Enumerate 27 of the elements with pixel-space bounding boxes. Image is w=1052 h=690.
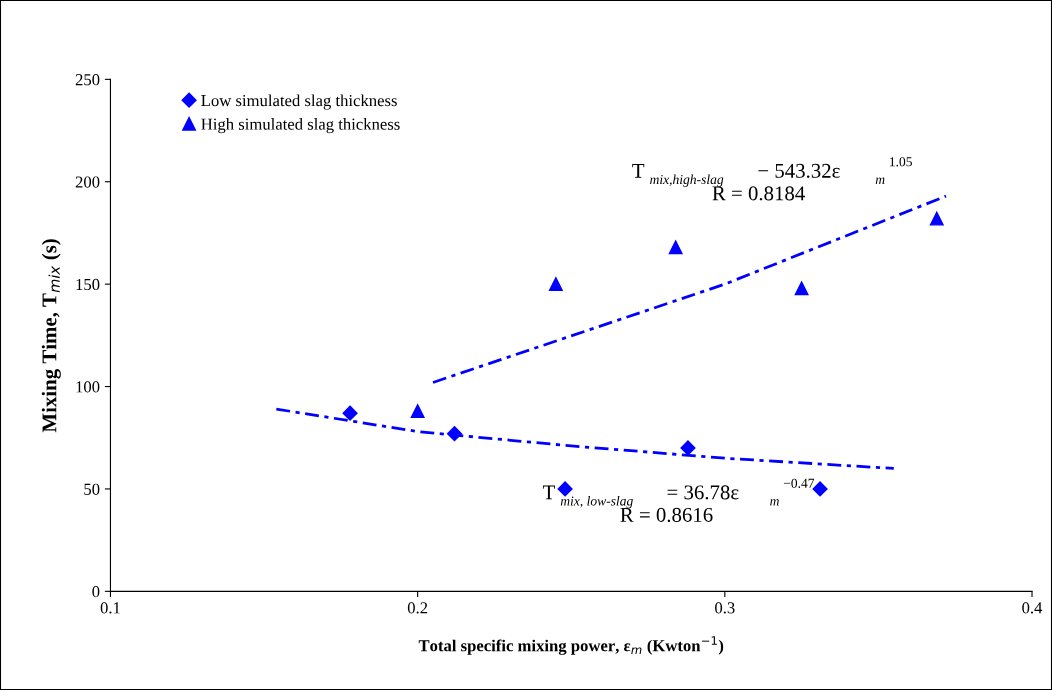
- point: [929, 211, 944, 226]
- y-tick-label: 50: [84, 483, 100, 495]
- point: [557, 481, 573, 497]
- line-series: [274, 407, 896, 470]
- text: Tmix,high-slag − 543.32εm1.05: [632, 157, 912, 187]
- y-tick-label: 150: [76, 278, 100, 291]
- x-tick-label: 0.3: [715, 602, 735, 614]
- point: [668, 240, 683, 255]
- point: [548, 277, 563, 292]
- y-tick-label: 250: [75, 74, 100, 86]
- y-tick-label: 200: [75, 176, 100, 188]
- x-tick-label: 0.4: [1022, 602, 1043, 614]
- legend-label: High simulated slag thickness: [201, 118, 400, 134]
- x-axis-title: Total specific mixing power, ε$_{m}$ (Kwton$^{−1}$): [418, 636, 724, 655]
- legend-label: Low simulated slag thickness: [201, 94, 397, 110]
- point: [794, 281, 809, 296]
- point: [410, 404, 425, 419]
- point: [812, 481, 828, 497]
- point: [342, 405, 358, 421]
- x-tick-label: 0.1: [100, 602, 120, 614]
- x-tick-label: 0.2: [407, 602, 428, 614]
- point: [680, 440, 696, 456]
- annotation: R = 0.8616: [620, 507, 713, 522]
- annotation: R = 0.8184: [712, 186, 805, 201]
- y-axis-title: Mixing Time, T$_{mix}$ (s): [41, 239, 61, 433]
- y-tick-label: 100: [76, 381, 100, 393]
- y-tick-label: 0: [92, 586, 100, 598]
